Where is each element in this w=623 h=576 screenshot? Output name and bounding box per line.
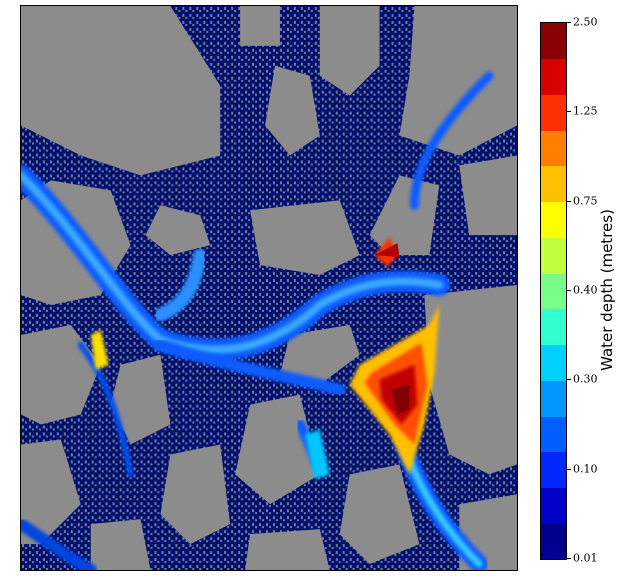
colorbar-segment	[541, 380, 566, 417]
colorbar-segment	[541, 308, 566, 346]
deep-water-pond	[90, 237, 440, 480]
colorbar-segment	[541, 273, 566, 310]
colorbar-tick-mark	[567, 111, 571, 113]
colorbar-segment	[541, 94, 566, 131]
colorbar-tick-label: 0.75	[573, 194, 598, 208]
map-canvas	[21, 6, 517, 570]
colorbar-title: Water depth (metres)	[598, 209, 616, 371]
colorbar-tick-mark	[567, 200, 571, 202]
colorbar-tick-label: 0.40	[573, 283, 598, 297]
colorbar-tick-label: 0.30	[573, 372, 598, 386]
buildings	[21, 6, 517, 570]
colorbar-segment	[541, 201, 566, 238]
colorbar-tick-label: 0.01	[573, 551, 598, 565]
colorbar-segment	[541, 416, 566, 453]
colorbar-segment	[541, 487, 566, 524]
colorbar-segment	[541, 165, 566, 203]
colorbar-tick-mark	[567, 379, 571, 381]
colorbar-segment	[541, 23, 566, 60]
flood-depth-map	[20, 5, 518, 571]
colorbar-tick-mark	[567, 558, 571, 559]
depth-colorbar	[540, 22, 567, 560]
colorbar-tick-label: 1.25	[573, 104, 598, 118]
colorbar-segment	[541, 344, 566, 381]
colorbar-tick-label: 0.10	[573, 462, 598, 476]
colorbar-segment	[541, 237, 566, 274]
colorbar-segment	[541, 130, 566, 167]
colorbar-tick-mark	[567, 22, 571, 23]
colorbar-segment	[541, 523, 566, 560]
colorbar-segment	[541, 451, 566, 489]
colorbar-tick-mark	[567, 468, 571, 470]
colorbar-tick-label: 2.50	[573, 15, 598, 29]
colorbar-tick-mark	[567, 290, 571, 291]
colorbar-segment	[541, 58, 566, 95]
